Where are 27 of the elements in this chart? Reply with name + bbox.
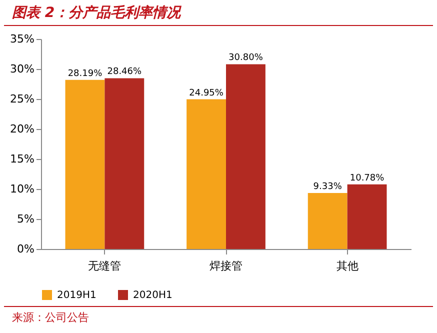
x-tick-label: 无缝管 [88,260,122,272]
bar [186,99,226,249]
y-tick-label: 10% [10,182,34,196]
y-tick-label: 5% [17,212,34,226]
data-label: 30.80% [228,53,264,64]
y-tick-label: 0% [17,242,34,256]
data-label: 9.33% [313,182,342,192]
bar [104,78,144,249]
source-note: 来源：公司公告 [4,306,433,328]
chart-title: 图表 2：分产品毛利率情况 [4,0,433,26]
x-tick-label: 其他 [336,260,358,272]
bar [308,193,348,249]
bar [226,64,266,249]
y-tick-label: 15% [10,152,34,166]
y-tick-label: 20% [10,122,34,136]
bar [65,80,105,249]
y-tick-label: 30% [10,62,34,76]
bar [347,184,387,249]
data-label: 28.46% [107,67,142,78]
legend-label: 2019H1 [57,290,96,301]
data-label: 10.78% [350,173,385,184]
data-label: 28.19% [68,68,103,79]
data-label: 24.95% [189,88,224,98]
y-tick-label: 25% [10,92,34,106]
legend-label: 2020H1 [133,290,172,301]
y-tick-label: 35% [10,32,34,46]
x-tick-label: 焊接管 [210,260,242,272]
